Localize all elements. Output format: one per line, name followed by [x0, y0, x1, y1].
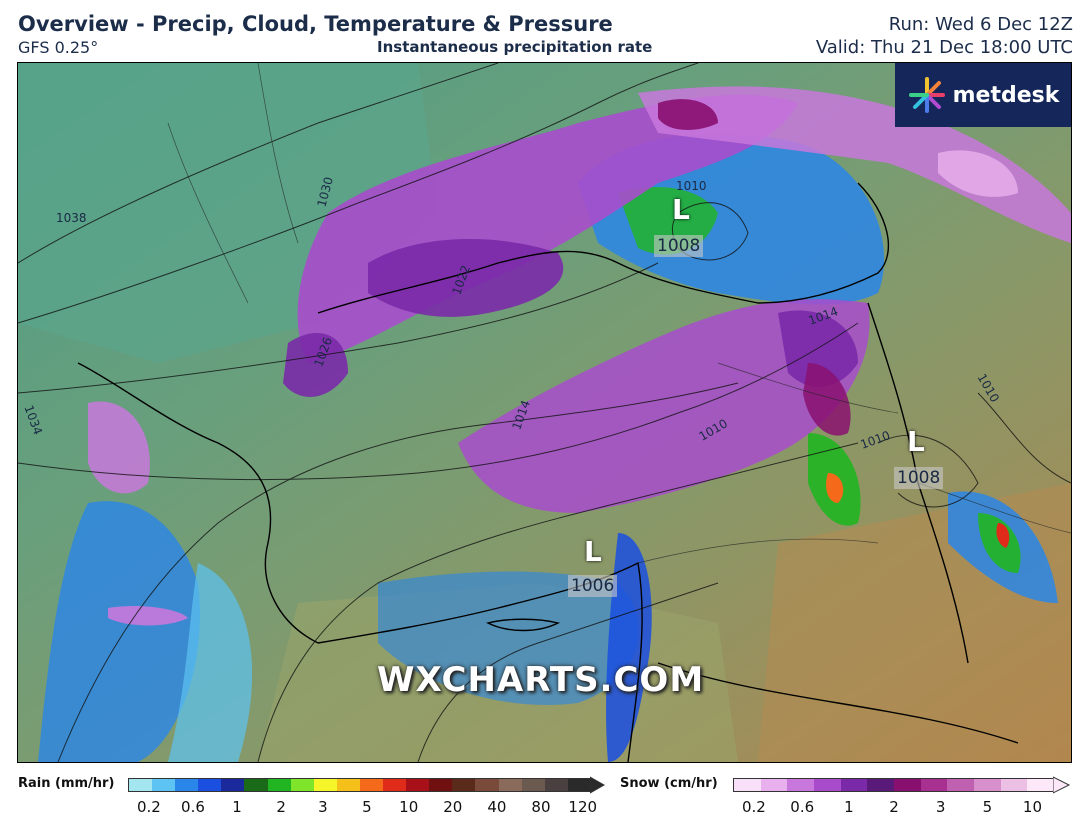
legend-swatch — [840, 779, 868, 791]
legend-tick-label: 10 — [1022, 798, 1042, 816]
weather-map[interactable]: 1038 1030 1034 1026 1022 1014 1010 1014 … — [17, 62, 1072, 763]
legend-tick-label: 20 — [443, 798, 463, 816]
isobar-label: 1038 — [56, 211, 87, 225]
legend-swatch — [267, 779, 291, 791]
legend-swatch — [359, 779, 384, 791]
legend-tick-label: 10 — [399, 798, 419, 816]
legend-swatch — [521, 779, 545, 791]
light-rain-west — [168, 563, 253, 762]
legend-tick-label: 5 — [362, 798, 372, 816]
low-pressure-value: 1006 — [568, 575, 618, 597]
legend-swatch — [734, 779, 761, 791]
legend-tick-label: 0.6 — [790, 798, 815, 816]
legend-swatch — [894, 779, 921, 791]
legend-swatch — [383, 779, 407, 791]
low-pressure-value: 1008 — [894, 467, 944, 489]
chart-subtitle: Instantaneous precipitation rate — [377, 38, 653, 56]
legend-swatch — [760, 779, 788, 791]
legend-swatch — [313, 779, 337, 791]
borders — [167, 63, 1071, 564]
legend-swatch — [947, 779, 975, 791]
legend-tick-label: 5 — [982, 798, 993, 816]
legend-swatch — [920, 779, 948, 791]
snow-area-northeast — [638, 86, 1071, 243]
legend-tick-label: 0.6 — [181, 798, 205, 816]
legend-tick-label: 0.2 — [741, 798, 766, 816]
valid-time: Valid: Thu 21 Dec 18:00 UTC — [815, 37, 1073, 58]
snow-legend-ticks: 0.2 0.6 1 2 3 5 10 — [733, 798, 1055, 818]
snow-legend-label: Snow (cm/hr) — [620, 776, 718, 791]
intense-rain-east — [996, 523, 1010, 548]
legend-tick-label: 2 — [276, 798, 286, 816]
legend-swatch — [429, 779, 453, 791]
legend-swatch — [129, 779, 153, 791]
intense-rain-cell — [826, 473, 844, 503]
metdesk-logo-text: metdesk — [952, 82, 1060, 108]
metdesk-logo: metdesk — [895, 63, 1071, 127]
legend-swatch — [867, 779, 895, 791]
legend-tick-label: 3 — [935, 798, 946, 816]
low-pressure-symbol: L — [584, 535, 602, 568]
snow-area-crete — [108, 606, 188, 626]
intense-snow-caucasus — [803, 363, 851, 436]
legend-swatch — [452, 779, 476, 791]
legend-tick-label: 80 — [531, 798, 551, 816]
legend-tick-label: 1 — [232, 798, 242, 816]
low-pressure-symbol: L — [907, 425, 925, 458]
legend-swatch — [498, 779, 522, 791]
rain-band-levant — [606, 533, 652, 762]
legend-swatch — [290, 779, 314, 791]
metdesk-logo-icon — [908, 77, 945, 113]
legend-swatch — [152, 779, 176, 791]
snow-bar-arrow — [1053, 776, 1071, 794]
isobar-label: 1010 — [676, 179, 707, 193]
heavy-rain-east — [978, 513, 1021, 573]
legend-tick-label: 3 — [318, 798, 328, 816]
rain-legend-label: Rain (mm/hr) — [18, 776, 115, 791]
chart-title: Overview - Precip, Cloud, Temperature & … — [18, 12, 613, 36]
legend-swatch — [406, 779, 430, 791]
watermark: WXCHARTS.COM — [377, 660, 705, 700]
heavy-snow-northeast — [658, 99, 718, 130]
legend-swatch — [814, 779, 841, 791]
legend-tick-label: 120 — [568, 798, 598, 816]
legend-swatch — [544, 779, 568, 791]
legend-swatch — [221, 779, 245, 791]
legend-swatch — [336, 779, 360, 791]
legend-swatch — [244, 779, 268, 791]
legend-swatch — [175, 779, 199, 791]
rain-area-west — [38, 501, 200, 762]
legend-tick-label: 40 — [487, 798, 507, 816]
legend-tick-label: 1 — [844, 798, 854, 816]
snow-area-anatolia-east — [458, 299, 870, 513]
legend-swatch — [198, 779, 222, 791]
snow-color-bar — [733, 778, 1055, 792]
rain-area-mediterranean — [378, 571, 639, 705]
legend-swatch — [567, 779, 591, 791]
map-canvas — [18, 63, 1071, 762]
light-snow-northeast — [938, 150, 1018, 197]
rain-legend-ticks: 0.2 0.6 1 2 3 5 10 20 40 80 120 — [128, 798, 597, 818]
snow-cell-anatolia-west — [283, 333, 348, 397]
rain-bar-arrow — [590, 776, 606, 794]
legend-swatch — [974, 779, 1001, 791]
snow-area-greece — [88, 401, 150, 494]
legend-swatch — [475, 779, 499, 791]
legend-swatch — [1027, 779, 1055, 791]
legend-tick-label: 2 — [889, 798, 899, 816]
legend-swatch — [1000, 779, 1028, 791]
rain-color-bar — [128, 778, 592, 792]
run-time: Run: Wed 6 Dec 12Z — [888, 14, 1073, 35]
low-pressure-value: 1008 — [654, 235, 704, 257]
model-name: GFS 0.25° — [18, 38, 99, 57]
legend-tick-label: 0.2 — [136, 798, 161, 816]
legend-swatch — [787, 779, 815, 791]
isobars — [18, 63, 1071, 762]
low-pressure-symbol: L — [672, 193, 690, 226]
